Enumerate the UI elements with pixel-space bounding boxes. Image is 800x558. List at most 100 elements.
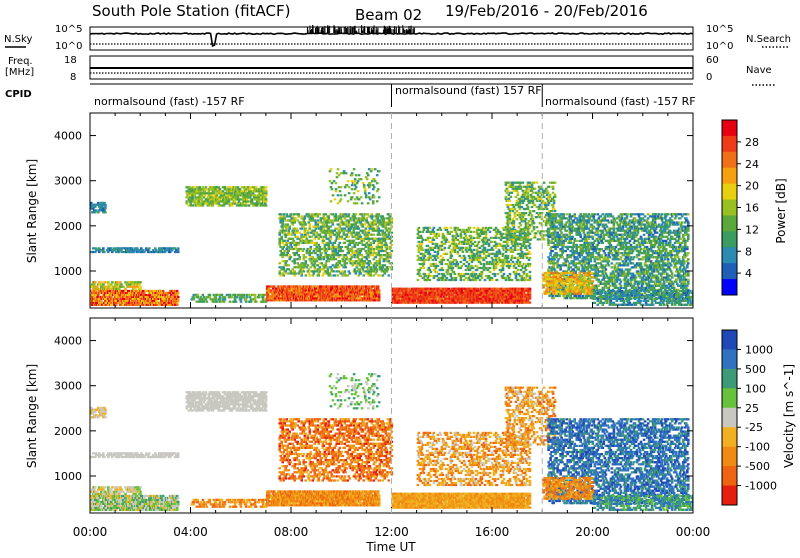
power-cell bbox=[306, 295, 309, 297]
power-cell bbox=[337, 264, 340, 266]
power-cell bbox=[313, 232, 316, 234]
power-cell bbox=[418, 271, 421, 273]
power-cell bbox=[280, 238, 283, 240]
power-cell bbox=[309, 223, 312, 225]
power-cell bbox=[384, 264, 387, 266]
power-cell bbox=[387, 236, 390, 238]
power-cell bbox=[372, 202, 375, 204]
power-cell bbox=[313, 250, 316, 252]
power-cell bbox=[318, 274, 321, 276]
power-cell bbox=[455, 231, 458, 233]
power-cell bbox=[354, 178, 357, 180]
power-cell bbox=[420, 235, 423, 237]
power-cell bbox=[281, 219, 284, 221]
power-cell bbox=[361, 213, 364, 215]
power-cell bbox=[359, 268, 362, 270]
power-cell bbox=[358, 258, 361, 260]
power-cell bbox=[373, 242, 376, 244]
power-cell bbox=[369, 184, 372, 186]
power-cell bbox=[282, 266, 285, 268]
nsearch-label: N.Search bbox=[746, 34, 791, 45]
power-cell bbox=[256, 204, 259, 206]
power-cell bbox=[356, 221, 359, 223]
power-cell bbox=[353, 240, 356, 242]
power-cell bbox=[417, 233, 420, 235]
power-cell bbox=[293, 262, 296, 264]
power-cell bbox=[431, 241, 434, 243]
power-cell bbox=[303, 258, 306, 260]
power-cell bbox=[385, 228, 388, 230]
power-cell bbox=[345, 223, 348, 225]
power-cell bbox=[349, 230, 352, 232]
power-cell bbox=[332, 244, 335, 246]
power-cell bbox=[228, 200, 231, 202]
beam-label: Beam 02 bbox=[355, 6, 422, 24]
power-cell bbox=[223, 301, 226, 303]
power-cell bbox=[351, 248, 354, 250]
power-cell bbox=[303, 248, 306, 250]
power-cell bbox=[448, 241, 451, 243]
power-cell bbox=[354, 180, 357, 182]
power-cell bbox=[317, 215, 320, 217]
power-cell bbox=[329, 170, 332, 172]
power-cell bbox=[348, 215, 351, 217]
power-cell bbox=[336, 172, 339, 174]
power-cell bbox=[223, 194, 226, 196]
power-cell bbox=[284, 230, 287, 232]
power-cell bbox=[303, 270, 306, 272]
power-cell bbox=[320, 219, 323, 221]
power-cell bbox=[110, 304, 113, 306]
power-cell bbox=[420, 267, 423, 269]
power-cell bbox=[283, 240, 286, 242]
power-cell bbox=[364, 230, 367, 232]
power-cell bbox=[278, 242, 281, 244]
power-cell bbox=[330, 236, 333, 238]
power-cell bbox=[372, 188, 375, 190]
power-cell bbox=[345, 221, 348, 223]
power-cell bbox=[417, 294, 420, 296]
power-cell bbox=[292, 240, 295, 242]
power-cell bbox=[284, 285, 287, 287]
power-cell bbox=[234, 298, 237, 300]
power-cell bbox=[287, 234, 290, 236]
power-cell bbox=[450, 257, 453, 259]
power-cell bbox=[304, 217, 307, 219]
power-cell bbox=[245, 298, 248, 300]
power-cell bbox=[287, 268, 290, 270]
power-cell bbox=[342, 258, 345, 260]
power-cell bbox=[330, 234, 333, 236]
power-cell bbox=[138, 283, 141, 285]
power-cell bbox=[340, 186, 343, 188]
cpid-segment-1: normalsound (fast) 157 RF bbox=[392, 84, 542, 107]
power-cell bbox=[306, 266, 309, 268]
power-cell bbox=[335, 190, 338, 192]
power-cell bbox=[221, 294, 224, 296]
power-cell bbox=[336, 228, 339, 230]
power-cell bbox=[351, 172, 354, 174]
power-cell bbox=[311, 262, 314, 264]
power-cell bbox=[523, 292, 526, 294]
power-cell bbox=[440, 229, 443, 231]
power-cell bbox=[264, 196, 267, 198]
power-cell bbox=[435, 267, 438, 269]
power-cell bbox=[370, 170, 373, 172]
power-cell bbox=[281, 242, 284, 244]
power-cell bbox=[338, 266, 341, 268]
nave-tick-top: 60 bbox=[706, 55, 719, 66]
power-cell bbox=[432, 249, 435, 251]
power-cell bbox=[208, 204, 211, 206]
power-cell bbox=[424, 255, 427, 257]
power-cell bbox=[107, 281, 110, 283]
power-cell bbox=[372, 200, 375, 202]
power-cell bbox=[348, 236, 351, 238]
power-data-cells bbox=[90, 168, 695, 306]
power-cell bbox=[332, 221, 335, 223]
power-cell bbox=[368, 264, 371, 266]
power-cell bbox=[371, 168, 374, 170]
power-cell bbox=[389, 230, 392, 232]
power-cell bbox=[325, 248, 328, 250]
power-cell bbox=[354, 254, 357, 256]
power-cell bbox=[359, 295, 362, 297]
power-cell bbox=[455, 277, 458, 279]
power-cell bbox=[265, 200, 268, 202]
